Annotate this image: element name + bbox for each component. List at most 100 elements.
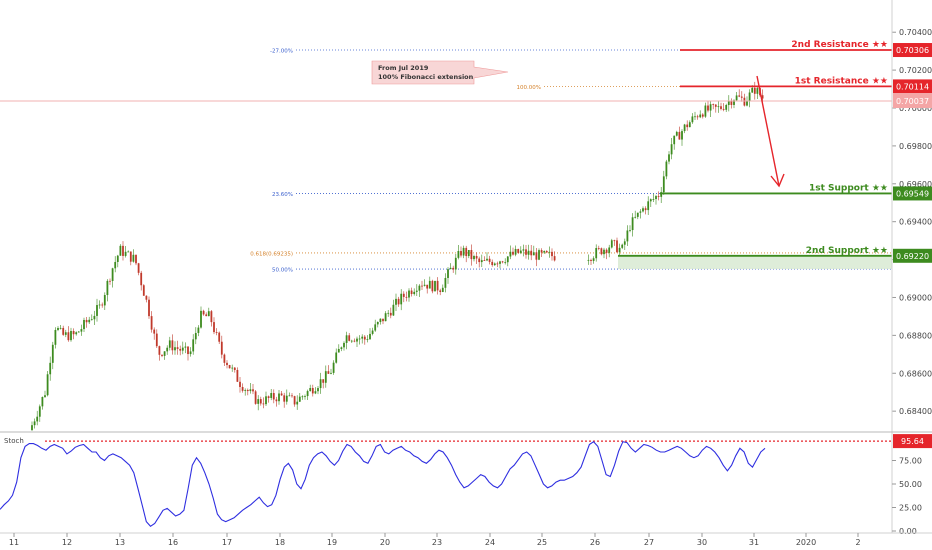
candle-body [228,365,231,369]
candle-body [332,362,335,373]
candle-body [218,332,221,342]
price-tick-label: 0.68800 [899,331,932,340]
candle-body [202,310,205,315]
candle-body [408,290,410,298]
candle-body [636,212,639,217]
candle-body [72,331,75,335]
candle-body [314,391,317,394]
candle-body [236,369,239,382]
candle-body [132,254,135,262]
candle-body [369,333,371,340]
fib-label: -27.00% [270,49,293,55]
candle-body [285,395,288,402]
time-tick-label: 16 [168,538,178,547]
candle-body [283,395,286,402]
candle-body [725,105,728,110]
candle-body [460,250,462,256]
price-tick-label: 0.70000 [899,104,932,113]
level-tag [893,248,932,263]
candle-body [174,347,176,351]
candle-body [70,331,72,341]
candle-body [371,330,374,334]
candle-body [184,346,187,348]
candle-body [722,108,725,110]
candle-body [402,293,405,297]
candle-body [124,251,127,256]
candle-body [514,249,517,255]
price-axis[interactable]: 0.70400 0.70200 0.70000 0.69800 0.69600 0.694… [891,0,932,533]
candle-body [751,87,754,93]
candle-body [200,310,202,328]
candle-body [127,251,130,253]
level-name: 1st Support ★★ [809,183,888,193]
candle-body [31,425,33,431]
candle-body [337,348,340,353]
level-tag-value: 0.69220 [896,252,929,261]
candle-body [662,176,665,193]
candle-body [49,362,52,375]
candle-body [75,332,78,335]
candle-body [480,260,483,263]
price-tick-label: 0.70400 [899,28,932,37]
candle-body [163,351,166,356]
candle-body [634,216,637,218]
candle-body [431,280,434,292]
candle-body [340,347,343,349]
candle-body [145,295,148,300]
candle-body [525,249,527,255]
candle-body [673,135,676,145]
candle-body [254,391,257,404]
time-tick-label: 24 [485,538,495,547]
candle-body [392,304,395,316]
stoch-axis[interactable]: 75.00 50.00 25.00 0.00 95.64 [892,434,932,536]
candle-body [80,329,83,332]
time-tick-label: 11 [9,538,19,547]
candle-body [597,248,600,249]
candle-body [428,280,431,289]
candle-body [595,248,598,259]
price-tick-label: 0.70200 [899,66,932,75]
fib-label: 23.60% [272,192,293,198]
candle-body [735,95,738,101]
candle-body [618,247,621,253]
candle-body [655,196,657,200]
time-axis[interactable]: 11 12 13 16 17 18 19 20 23 24 25 26 27 30 31 2020 2 [9,533,861,547]
candle-body [712,104,715,106]
candle-body [176,347,179,349]
candle-body [62,327,65,335]
candle-body [272,393,275,400]
candle-body [621,244,624,248]
candle-body [709,104,712,111]
level-tag-value: 0.70306 [896,46,929,55]
candle-body [57,328,59,330]
candle-body [207,311,210,317]
candle-body [626,230,629,242]
candle-body [358,338,361,340]
candle-body [496,263,499,265]
candle-body [343,342,345,348]
candle-body [475,255,478,259]
candle-body [270,393,273,398]
stoch-line [0,440,766,528]
candle-body [150,316,153,330]
candle-body [296,401,299,405]
candle-body [324,371,327,383]
candle-body [548,251,551,253]
time-tick-label: 2 [855,538,860,547]
candle-body [738,95,741,97]
candle-body [85,319,88,323]
fib-label: 100.00% [517,85,541,91]
candle-body [304,396,306,397]
candle-body [350,340,353,342]
candle-body [168,340,171,348]
candle-body [213,322,215,333]
level-tag-value: 0.70114 [896,82,929,91]
candle-body [187,346,189,355]
candle-body [748,92,751,101]
candle-body [761,95,764,99]
candle-body [410,290,413,295]
candle-body [447,269,449,278]
candle-body [166,347,169,352]
candle-body [629,230,631,231]
